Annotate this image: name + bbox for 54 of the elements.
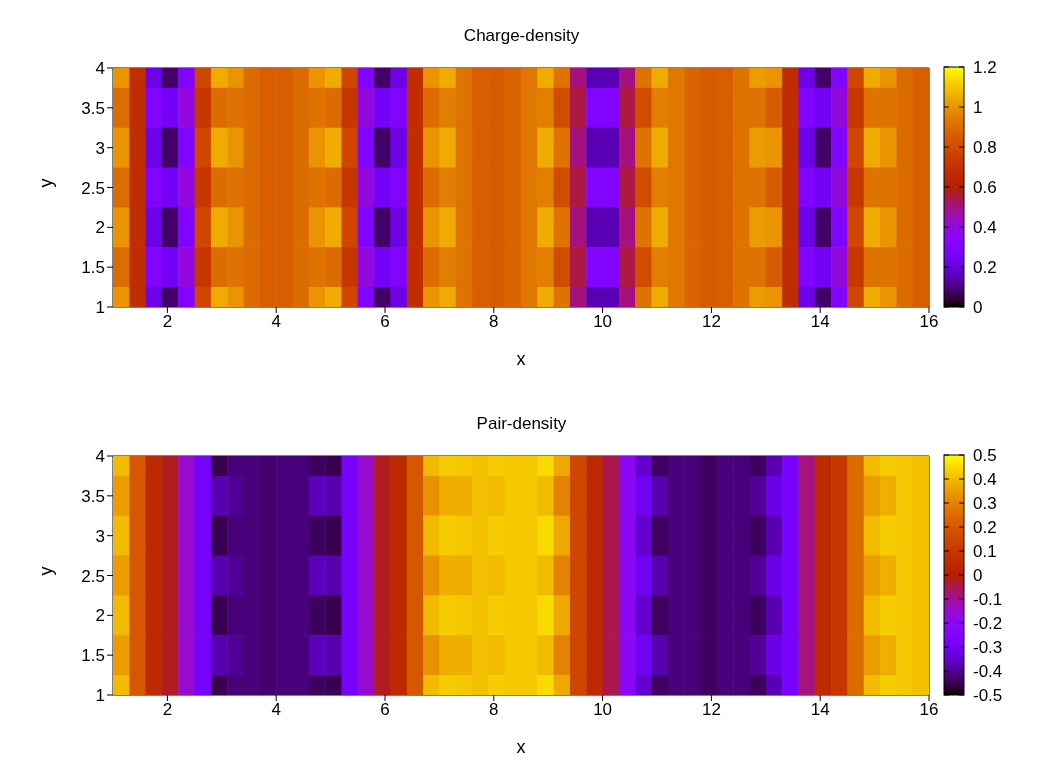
color-bar-label: -0.1 [973, 589, 1003, 609]
y-tick-label: 2.5 [81, 178, 105, 198]
x-tick-label: 10 [593, 700, 613, 720]
x-axis-title: x [516, 737, 526, 757]
color-bar-label: 0.4 [973, 217, 997, 237]
color-bar-label: 0.5 [973, 445, 997, 465]
y-tick-label: 1 [95, 298, 105, 318]
y-tick-label: 3.5 [81, 486, 105, 506]
x-axis-title: x [516, 349, 526, 369]
color-bar-label: -0.5 [973, 685, 1003, 705]
x-tick-label: 14 [810, 312, 830, 332]
y-tick-label: 1.5 [81, 646, 105, 666]
y-tick-label: 4 [95, 59, 105, 79]
color-bar-label: 0.1 [973, 541, 997, 561]
y-tick-label: 3 [95, 526, 105, 546]
color-bar-label: 0.8 [973, 137, 997, 157]
color-bar-label: 0.2 [973, 517, 997, 537]
color-bar-label: 1 [973, 97, 983, 117]
y-tick-label: 3.5 [81, 98, 105, 118]
x-tick-label: 2 [162, 312, 173, 332]
x-tick-label: 14 [810, 700, 830, 720]
color-bar-label: -0.4 [973, 661, 1003, 681]
x-tick-label: 16 [919, 700, 939, 720]
color-bar-label: 0.3 [973, 493, 997, 513]
y-tick-label: 2 [95, 606, 105, 626]
y-tick-label: 1.5 [81, 258, 105, 278]
y-tick-label: 2 [95, 218, 105, 238]
color-bar-label: 0.6 [973, 177, 997, 197]
y-axis-title: y [36, 178, 57, 188]
y-tick-label: 2.5 [81, 566, 105, 586]
y-tick-label: 3 [95, 138, 105, 158]
x-tick-label: 6 [380, 312, 390, 332]
x-tick-label: 12 [701, 312, 721, 332]
color-bar-label: 0 [973, 297, 983, 317]
y-axis-title: y [36, 566, 57, 576]
x-tick-label: 4 [271, 700, 281, 720]
color-bar-label: -0.2 [973, 613, 1003, 633]
chart-title: Pair-density [475, 414, 568, 434]
chart-title: Charge-density [462, 26, 581, 46]
x-tick-label: 8 [489, 700, 499, 720]
y-tick-label: 4 [95, 447, 105, 467]
x-tick-label: 10 [593, 312, 613, 332]
color-bar-label: 0.2 [973, 257, 997, 277]
y-tick-label: 1 [95, 686, 105, 706]
x-tick-label: 6 [380, 700, 390, 720]
color-bar-label: 1.2 [973, 57, 997, 77]
color-bar-label: 0 [973, 565, 983, 585]
x-tick-label: 4 [271, 312, 281, 332]
x-tick-label: 8 [489, 312, 499, 332]
x-tick-label: 12 [701, 700, 721, 720]
x-tick-label: 2 [162, 700, 173, 720]
x-tick-label: 16 [919, 312, 939, 332]
color-bar-label: 0.4 [973, 469, 997, 489]
color-bar-label: -0.3 [973, 637, 1003, 657]
